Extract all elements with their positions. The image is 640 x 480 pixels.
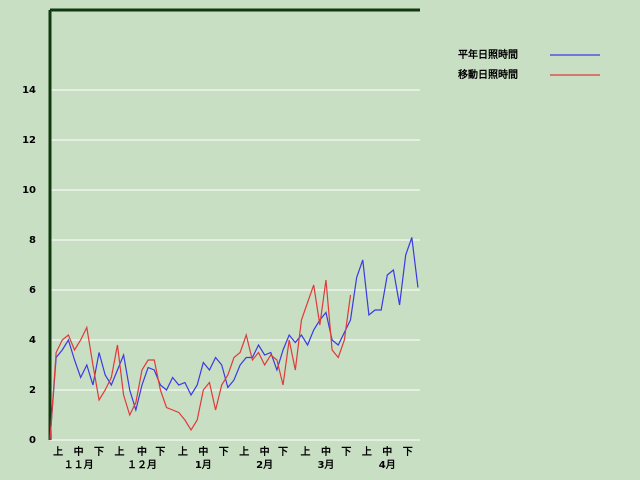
- x-tick-label: 上: [301, 445, 311, 458]
- y-tick-label: 0: [29, 435, 36, 446]
- x-tick-label: 上: [362, 445, 372, 458]
- x-tick-label: 下: [341, 446, 351, 458]
- series-line: [49, 237, 419, 441]
- x-tick-label: 下: [278, 446, 288, 458]
- y-tick-label: 14: [22, 85, 36, 96]
- x-tick-label: 中: [382, 445, 392, 458]
- month-label: 4月: [379, 459, 396, 471]
- series-line: [49, 279, 352, 441]
- month-label: １２月: [127, 459, 157, 471]
- legend-label: 平年日照時間: [458, 48, 518, 61]
- x-tick-label: 上: [239, 445, 249, 458]
- x-tick-label: 上: [178, 445, 188, 458]
- y-tick-label: 4: [29, 335, 36, 346]
- y-tick-label: 2: [29, 385, 36, 396]
- month-label: 1月: [195, 459, 212, 471]
- x-tick-label: 中: [321, 445, 331, 458]
- y-tick-label: 10: [22, 185, 36, 196]
- x-tick-label: 中: [74, 445, 84, 458]
- y-tick-label: 6: [29, 285, 36, 296]
- x-tick-label: 下: [94, 446, 104, 458]
- month-label: １１月: [64, 459, 94, 471]
- y-tick-label: 12: [22, 135, 36, 146]
- x-tick-label: 下: [155, 446, 165, 458]
- legend-label: 移動日照時間: [458, 68, 518, 81]
- x-tick-label: 中: [260, 445, 270, 458]
- x-tick-label: 中: [137, 445, 147, 458]
- x-tick-label: 上: [53, 445, 63, 458]
- x-tick-label: 下: [403, 446, 413, 458]
- x-tick-label: 上: [115, 445, 125, 458]
- x-tick-label: 中: [198, 445, 208, 458]
- y-tick-label: 8: [29, 235, 36, 246]
- month-label: 3月: [317, 459, 334, 471]
- x-tick-label: 下: [219, 446, 229, 458]
- month-label: 2月: [256, 459, 273, 471]
